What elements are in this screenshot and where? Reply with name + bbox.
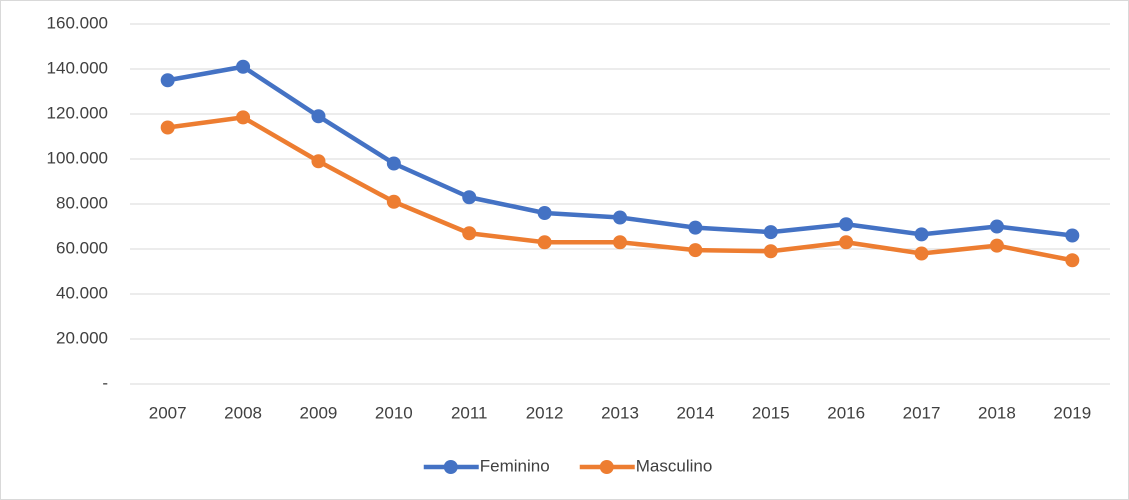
data-point — [236, 59, 251, 74]
x-tick-label: 2009 — [300, 403, 338, 422]
data-point — [839, 235, 854, 250]
data-point — [311, 154, 326, 169]
data-point — [688, 243, 703, 258]
data-point — [462, 226, 477, 241]
data-point — [1065, 253, 1080, 268]
data-point — [763, 225, 778, 240]
y-tick-label: 40.000 — [56, 283, 108, 302]
y-tick-label: 100.000 — [47, 148, 108, 167]
data-point — [914, 246, 929, 261]
data-point — [613, 210, 627, 225]
y-tick-label: - — [102, 373, 108, 392]
legend-marker — [443, 460, 458, 474]
x-tick-label: 2016 — [827, 403, 865, 422]
y-tick-label: 160.000 — [47, 13, 108, 32]
x-tick-label: 2007 — [149, 403, 187, 422]
data-point — [386, 194, 401, 209]
data-point — [311, 109, 326, 124]
data-point — [839, 217, 854, 232]
x-tick-label: 2008 — [224, 403, 262, 422]
y-tick-label: 80.000 — [56, 193, 108, 212]
y-tick-label: 140.000 — [47, 58, 108, 77]
legend-label: Masculino — [636, 456, 713, 475]
x-tick-label: 2014 — [676, 403, 714, 422]
legend-label: Feminino — [480, 456, 550, 475]
data-point — [160, 120, 175, 135]
data-point — [989, 219, 1004, 234]
x-tick-label: 2018 — [978, 403, 1016, 422]
legend-marker — [599, 460, 614, 474]
data-point — [688, 220, 703, 235]
data-point — [386, 156, 401, 171]
data-point — [989, 238, 1004, 253]
x-tick-label: 2015 — [752, 403, 790, 422]
data-point — [613, 235, 627, 250]
x-tick-label: 2017 — [903, 403, 941, 422]
x-tick-label: 2010 — [375, 403, 413, 422]
data-point — [763, 244, 778, 259]
data-point — [462, 190, 477, 205]
data-point — [914, 227, 929, 242]
y-tick-label: 120.000 — [47, 103, 108, 122]
y-tick-label: 60.000 — [56, 238, 108, 257]
data-point — [236, 110, 251, 125]
x-tick-label: 2013 — [601, 403, 639, 422]
x-tick-label: 2012 — [526, 403, 564, 422]
y-tick-label: 20.000 — [56, 328, 108, 347]
x-tick-label: 2019 — [1053, 403, 1091, 422]
data-point — [537, 235, 552, 250]
x-tick-label: 2011 — [451, 403, 488, 422]
data-point — [160, 73, 175, 88]
data-point — [537, 206, 552, 220]
data-point — [1065, 228, 1080, 243]
